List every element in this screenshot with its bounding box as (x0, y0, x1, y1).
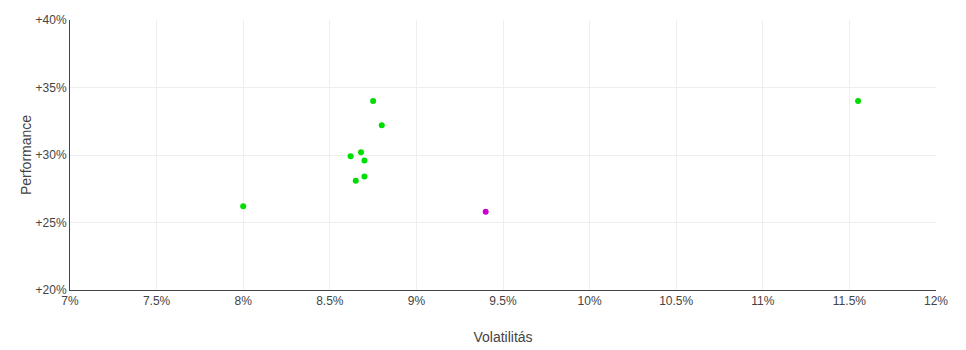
svg-text:+20%: +20% (36, 283, 67, 297)
svg-text:10.5%: 10.5% (659, 294, 693, 308)
svg-text:7%: 7% (61, 294, 79, 308)
svg-text:+40%: +40% (36, 13, 67, 27)
svg-text:Performance: Performance (18, 115, 34, 195)
svg-text:+25%: +25% (36, 216, 67, 230)
svg-text:10%: 10% (578, 294, 602, 308)
svg-text:12%: 12% (924, 294, 948, 308)
svg-text:11%: 11% (751, 294, 774, 308)
svg-text:7.5%: 7.5% (143, 294, 171, 308)
svg-text:+30%: +30% (36, 148, 67, 162)
svg-text:11.5%: 11.5% (833, 294, 866, 308)
svg-text:9%: 9% (408, 294, 426, 308)
svg-text:8%: 8% (235, 294, 253, 308)
svg-text:9.5%: 9.5% (489, 294, 517, 308)
svg-text:8.5%: 8.5% (316, 294, 344, 308)
svg-text:+35%: +35% (36, 81, 67, 95)
svg-text:Volatilitás: Volatilitás (473, 329, 532, 345)
